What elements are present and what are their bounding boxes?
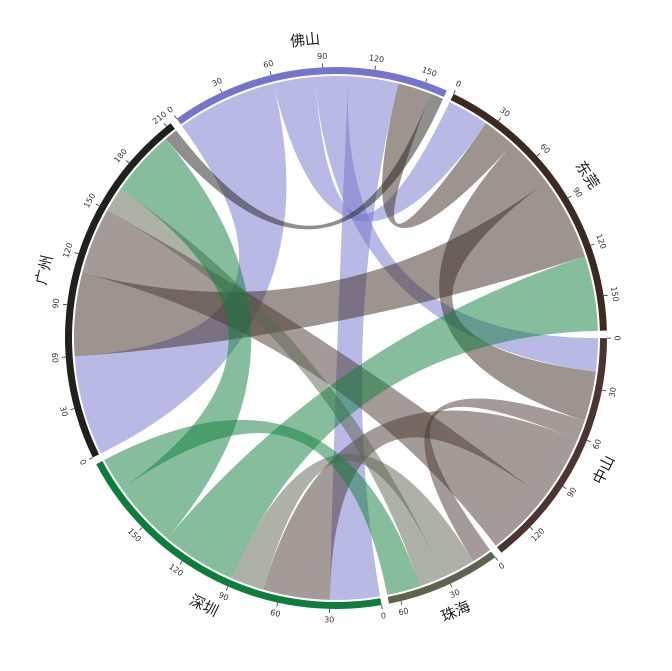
group-arc: [450, 93, 607, 331]
tick-label: 120: [167, 562, 185, 578]
tick: [95, 203, 100, 207]
tick: [269, 70, 272, 75]
tick-label: 30: [448, 587, 461, 599]
group-name: 深圳: [186, 591, 221, 620]
tick-label: 0: [613, 336, 622, 341]
tick-label: 30: [58, 405, 69, 417]
tick: [400, 601, 403, 606]
group-name: 广州: [32, 253, 56, 286]
chord: [424, 398, 585, 562]
tick: [374, 65, 376, 70]
group-name: 中山: [589, 452, 618, 487]
group-name: 佛山: [289, 30, 321, 51]
tick-label: 0: [78, 458, 88, 467]
chord: [74, 83, 287, 454]
tick-label: 90: [565, 486, 578, 499]
tick: [70, 408, 75, 411]
tick-label: 180: [112, 147, 129, 164]
tick-label: 0: [497, 561, 506, 571]
tick: [586, 439, 591, 443]
tick-label: 30: [498, 105, 512, 118]
tick: [125, 160, 130, 164]
tick-label: 60: [538, 142, 552, 156]
tick: [219, 88, 223, 93]
tick: [425, 78, 428, 83]
tick-label: 60: [591, 438, 603, 451]
tick-label: 30: [324, 615, 334, 624]
tick: [590, 243, 595, 246]
tick: [89, 457, 93, 460]
chords: [73, 76, 598, 601]
chord: [439, 144, 596, 421]
tick-label: 30: [211, 76, 224, 88]
chord: [82, 210, 544, 546]
tick-label: 120: [61, 242, 74, 259]
tick-label: 120: [368, 53, 384, 64]
tick: [74, 252, 79, 255]
tick: [536, 153, 541, 157]
tick: [276, 602, 278, 607]
tick: [381, 605, 383, 610]
tick: [494, 557, 498, 561]
chord: [231, 453, 474, 590]
tick: [529, 526, 534, 531]
tick-label: 90: [317, 52, 328, 61]
tick: [225, 586, 229, 591]
tick-label: 210: [151, 110, 169, 127]
group-arc: [96, 460, 382, 609]
chord: [273, 76, 487, 222]
tick-label: 120: [594, 233, 608, 250]
tick: [497, 117, 502, 122]
tick-label: 30: [607, 386, 618, 398]
tick-label: 150: [609, 286, 620, 302]
tick-label: 60: [398, 606, 410, 617]
tick: [174, 115, 178, 119]
tick: [603, 294, 608, 297]
chord: [107, 188, 444, 587]
tick-label: 90: [571, 186, 584, 199]
tick-label: 60: [262, 59, 274, 70]
tick-label: 60: [269, 608, 281, 619]
tick: [163, 123, 167, 127]
group-name: 珠海: [438, 597, 473, 626]
chord: [165, 93, 444, 230]
tick: [179, 560, 183, 565]
tick: [449, 583, 453, 588]
tick: [562, 486, 567, 489]
tick: [139, 527, 143, 531]
group-arc: [387, 551, 496, 604]
tick-label: 60: [50, 352, 60, 363]
tick: [453, 90, 456, 95]
tick-label: 90: [217, 590, 230, 602]
chord: [167, 256, 598, 579]
group-arc: [176, 67, 447, 125]
tick-label: 150: [82, 192, 97, 210]
tick-label: 90: [51, 298, 61, 309]
chord: [104, 419, 420, 595]
chord: [382, 83, 513, 229]
tick-label: 150: [421, 65, 438, 79]
tick: [567, 195, 572, 199]
tick-label: 0: [166, 105, 175, 115]
tick: [601, 389, 606, 392]
tick-label: 0: [380, 611, 387, 621]
tick-label: 0: [454, 79, 462, 89]
